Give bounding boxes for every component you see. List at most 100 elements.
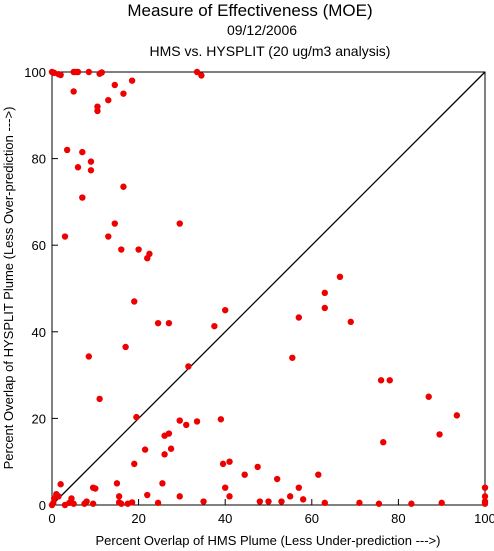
data-point xyxy=(386,377,393,384)
data-point xyxy=(135,246,142,253)
y-tick-label: 60 xyxy=(32,238,46,253)
data-point xyxy=(315,471,322,478)
data-point xyxy=(85,68,93,76)
data-point xyxy=(111,81,118,89)
data-point xyxy=(241,471,248,478)
data-point xyxy=(70,500,77,507)
data-point xyxy=(141,446,149,453)
diagonal-line xyxy=(51,71,486,506)
data-point xyxy=(122,343,129,351)
data-point xyxy=(57,71,64,79)
y-tick-label: 40 xyxy=(32,325,46,340)
data-point xyxy=(481,484,489,491)
x-tick-label: 80 xyxy=(391,511,405,526)
data-point xyxy=(70,88,77,95)
data-point xyxy=(211,322,218,330)
data-point xyxy=(453,412,461,419)
data-point xyxy=(79,194,86,201)
data-point xyxy=(94,107,101,115)
data-point xyxy=(165,319,173,327)
x-tick-label: 60 xyxy=(305,511,319,526)
x-tick-label: 40 xyxy=(218,511,232,526)
data-point xyxy=(286,493,294,500)
data-point xyxy=(377,377,385,384)
data-point xyxy=(113,480,121,487)
chart-subtitle: HMS vs. HYSPLIT (20 ug/m3 analysis) xyxy=(150,43,391,59)
data-point xyxy=(154,319,162,327)
data-point xyxy=(115,493,123,500)
data-point xyxy=(295,314,303,321)
data-point xyxy=(299,496,307,503)
data-point xyxy=(176,493,183,500)
data-point xyxy=(61,233,69,240)
data-point xyxy=(375,500,383,507)
data-points xyxy=(48,68,489,509)
data-point xyxy=(481,493,489,500)
data-point xyxy=(193,418,201,425)
data-point xyxy=(356,499,363,507)
data-point xyxy=(481,500,489,507)
data-point xyxy=(193,68,201,76)
data-point xyxy=(321,289,328,297)
data-point xyxy=(256,498,264,505)
data-point xyxy=(87,158,95,165)
data-point xyxy=(74,164,82,171)
data-point xyxy=(295,484,303,491)
data-point xyxy=(226,493,233,500)
data-point xyxy=(57,481,64,488)
data-point xyxy=(96,395,103,403)
y-axis-ticks: 0 20 40 60 80 100 xyxy=(24,65,58,513)
data-point xyxy=(200,498,207,505)
data-point xyxy=(74,68,82,76)
data-point xyxy=(111,220,118,227)
data-point xyxy=(85,353,93,360)
data-point xyxy=(347,318,354,326)
data-point xyxy=(217,416,225,423)
data-point xyxy=(219,460,227,468)
data-point xyxy=(321,304,328,312)
x-tick-label: 100 xyxy=(474,511,494,526)
plot-frame xyxy=(51,71,486,506)
data-point xyxy=(159,480,166,487)
data-point xyxy=(133,413,140,421)
x-axis-label: Percent Overlap of HMS Plume (Less Under… xyxy=(96,533,441,548)
data-point xyxy=(131,298,138,305)
data-point xyxy=(98,69,105,76)
x-tick-label: 20 xyxy=(131,511,145,526)
data-point xyxy=(83,498,90,505)
data-point xyxy=(55,493,62,500)
data-point xyxy=(278,498,285,505)
y-tick-label: 0 xyxy=(39,498,46,513)
data-point xyxy=(161,451,168,458)
data-point xyxy=(105,233,112,240)
data-point xyxy=(254,463,261,471)
y-tick-label: 20 xyxy=(32,411,46,426)
data-point xyxy=(89,500,97,507)
data-point xyxy=(131,460,138,468)
data-point xyxy=(226,458,233,465)
data-point xyxy=(63,146,71,154)
data-point xyxy=(79,148,86,156)
data-point xyxy=(105,96,112,104)
data-point xyxy=(185,363,192,370)
data-point xyxy=(183,421,190,429)
data-point xyxy=(118,500,125,507)
data-point xyxy=(222,484,229,491)
chart-date: 09/12/2006 xyxy=(227,22,297,38)
y-tick-label: 80 xyxy=(32,152,46,167)
data-point xyxy=(425,393,432,400)
data-point xyxy=(154,499,162,507)
data-point xyxy=(146,250,153,258)
data-point xyxy=(144,491,151,499)
data-point xyxy=(165,430,173,437)
data-point xyxy=(128,77,136,84)
data-point xyxy=(380,439,387,446)
data-point xyxy=(87,167,95,174)
data-point xyxy=(321,499,328,507)
data-point xyxy=(120,183,127,190)
x-axis-ticks: 0 20 40 60 80 100 xyxy=(48,499,494,526)
data-point xyxy=(222,306,229,314)
data-point xyxy=(128,499,136,506)
data-point xyxy=(167,445,175,452)
data-point xyxy=(120,90,127,97)
